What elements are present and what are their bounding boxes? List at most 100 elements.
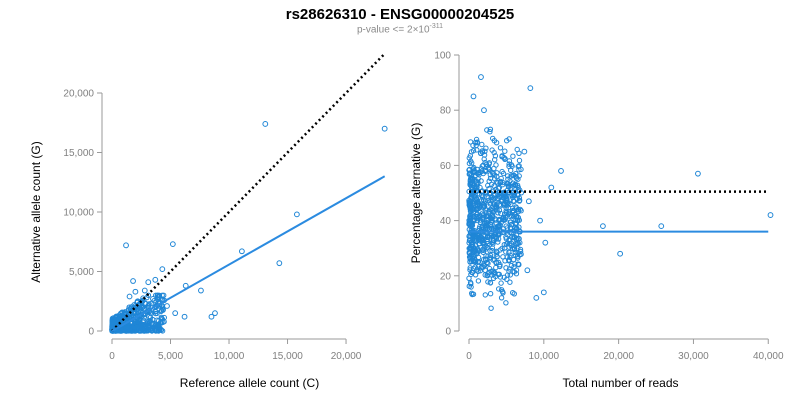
data-point: [109, 323, 115, 330]
data-point: [150, 295, 156, 302]
chart-panel-1: 0 5,000 10,000 15,000 20,000 0 5,000 10,000 15,0…: [29, 52, 388, 390]
y-tick-label: 40: [440, 216, 452, 227]
data-point: [507, 279, 513, 285]
data-point: [467, 234, 474, 240]
data-point: [472, 264, 478, 270]
data-point: [501, 211, 508, 217]
data-point: [475, 278, 482, 284]
data-point: [470, 93, 477, 100]
data-point: [478, 150, 484, 157]
data-point: [467, 153, 473, 159]
data-point: [466, 167, 472, 173]
chart-panel-2: 0 10,000 20,000 30,000 40,000 0 20 40 60 80 100 Tot…: [409, 51, 784, 391]
data-point: [466, 240, 472, 246]
data-point: [487, 279, 493, 286]
data-point: [513, 267, 520, 273]
data-point: [156, 327, 163, 333]
data-point: [488, 181, 495, 188]
data-point: [488, 197, 494, 204]
data-point: [485, 279, 491, 285]
data-point: [150, 326, 156, 332]
data-point: [515, 208, 522, 215]
data-point: [498, 280, 504, 286]
data-point: [495, 180, 501, 186]
data-point: [515, 217, 521, 223]
data-point: [141, 287, 148, 294]
data-point: [480, 239, 486, 246]
data-point: [262, 121, 269, 127]
data-point: [153, 308, 159, 315]
data-point: [127, 310, 133, 316]
data-point: [509, 245, 515, 252]
data-point: [484, 236, 490, 243]
data-point: [135, 310, 141, 316]
data-point: [502, 148, 508, 154]
data-point: [548, 184, 555, 191]
y-tick-label: 100: [434, 51, 451, 62]
data-point: [481, 245, 487, 251]
data-point: [478, 178, 484, 184]
data-point: [238, 248, 245, 255]
data-point: [469, 290, 475, 296]
data-point: [521, 148, 528, 155]
data-point: [504, 138, 510, 144]
data-point: [493, 264, 499, 271]
data-point: [513, 271, 520, 277]
data-point: [484, 234, 490, 241]
data-point: [507, 213, 513, 220]
data-point: [469, 269, 475, 276]
data-point: [473, 172, 479, 179]
data-point: [514, 241, 520, 247]
y-tick-label: 20: [440, 271, 452, 282]
data-point: [482, 203, 488, 210]
data-point: [515, 163, 521, 170]
data-point: [482, 292, 488, 298]
x-tick-label: 10,000: [214, 351, 245, 362]
data-point: [473, 136, 480, 143]
data-point: [494, 253, 500, 260]
data-point: [498, 295, 505, 301]
data-point: [502, 258, 508, 264]
data-point: [470, 258, 477, 264]
x-tick-label: 5,000: [158, 351, 183, 362]
data-point: [494, 207, 500, 213]
data-point: [542, 239, 549, 246]
y-tick-label: 20,000: [63, 89, 94, 100]
x-tick-label: 0: [466, 351, 472, 362]
data-point: [497, 145, 504, 151]
data-point: [160, 319, 166, 325]
data-point: [487, 248, 493, 254]
data-point: [533, 294, 540, 301]
data-point: [504, 276, 510, 282]
data-point: [503, 265, 509, 271]
data-point: [511, 234, 517, 240]
data-point: [493, 162, 499, 168]
data-point: [477, 223, 483, 230]
x-axis-title: Reference allele count (C): [180, 376, 319, 390]
data-point: [518, 208, 524, 214]
data-point: [126, 293, 133, 300]
data-point: [537, 217, 543, 224]
data-point: [511, 291, 517, 297]
data-point: [483, 209, 489, 216]
data-point: [496, 222, 502, 229]
data-point: [503, 249, 509, 255]
data-point: [152, 276, 159, 283]
data-point: [481, 107, 487, 114]
data-point: [507, 252, 513, 258]
data-point: [159, 266, 166, 273]
data-point: [507, 272, 513, 278]
x-tick-label: 15,000: [272, 351, 303, 362]
data-point: [516, 173, 522, 179]
data-point: [480, 162, 486, 168]
data-point: [527, 85, 534, 92]
data-point: [467, 170, 473, 176]
data-point: [468, 192, 475, 198]
data-point: [121, 310, 128, 316]
data-point: [467, 250, 473, 257]
data-point: [505, 173, 511, 179]
data-point: [152, 310, 159, 317]
data-point: [497, 203, 504, 209]
data-point: [658, 223, 665, 230]
data-point: [500, 254, 506, 260]
